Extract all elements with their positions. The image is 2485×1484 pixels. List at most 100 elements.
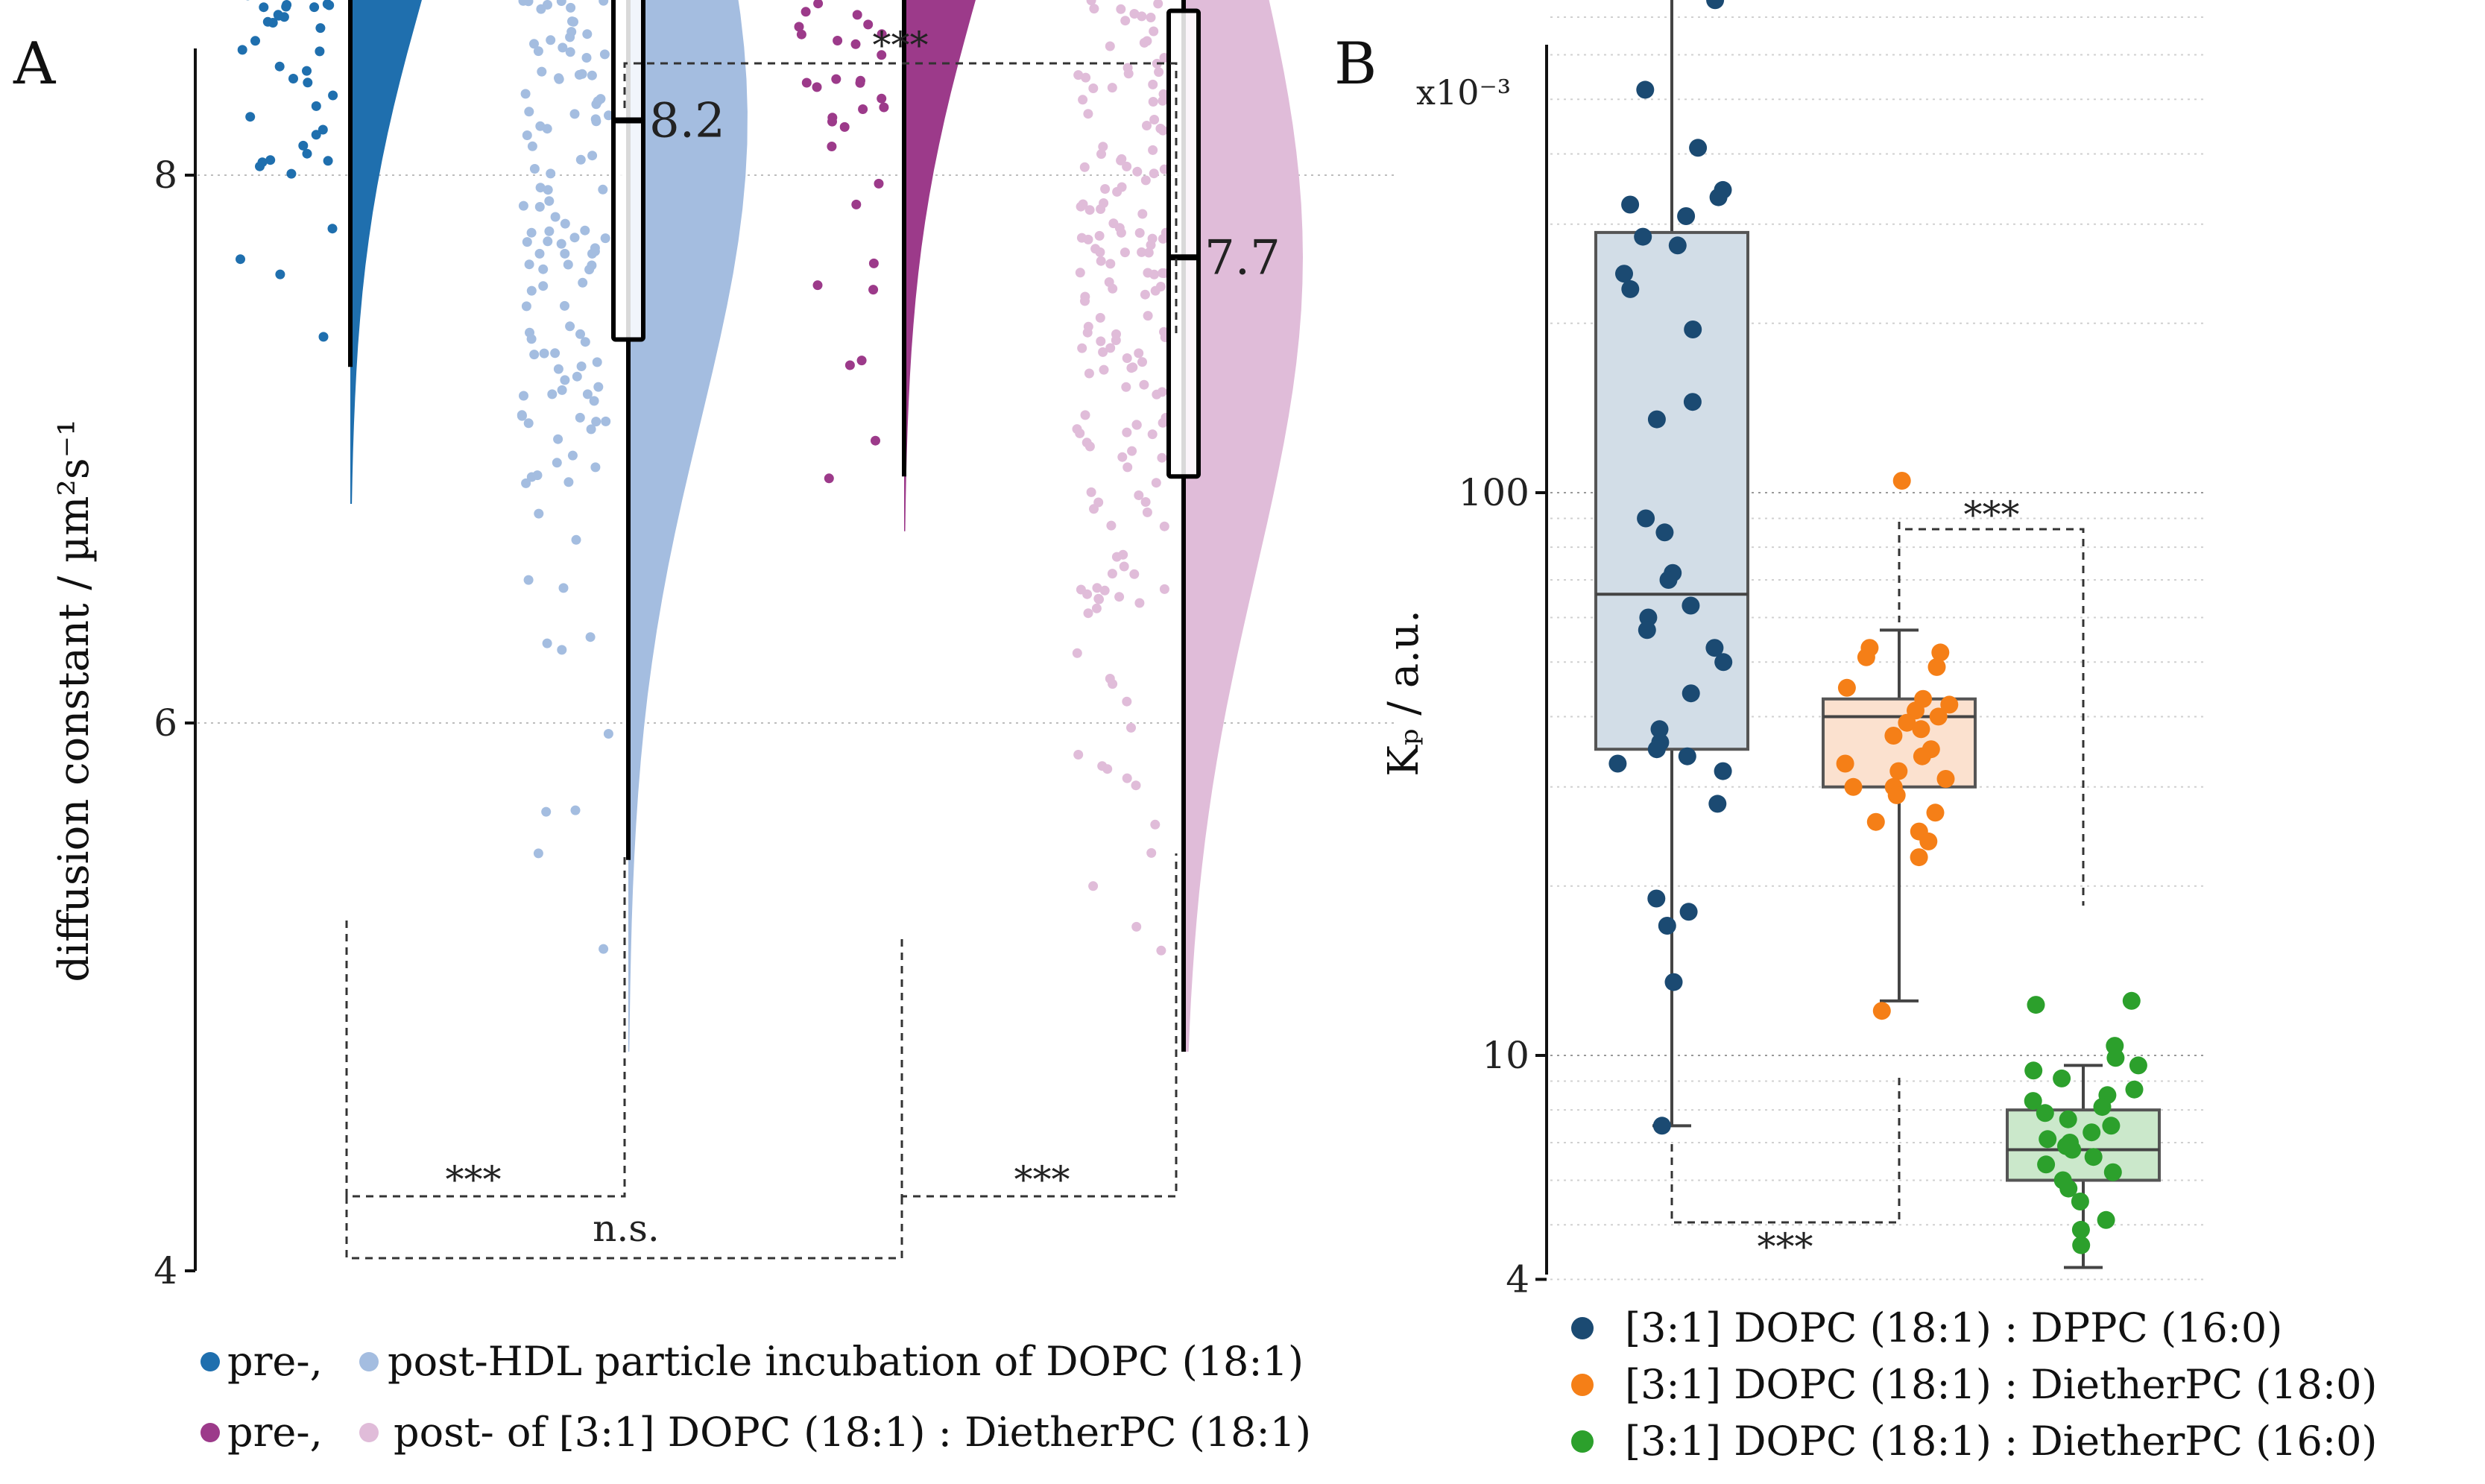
data-point — [1122, 462, 1133, 473]
data-point — [1608, 754, 1627, 773]
panel-a-gridlines — [198, 174, 1394, 724]
data-point — [237, 45, 247, 55]
data-point — [560, 248, 570, 259]
data-point — [553, 364, 563, 374]
data-point — [2063, 1140, 2082, 1159]
data-point — [1919, 832, 1938, 850]
data-point — [567, 450, 578, 461]
panel-a-series: 9.6 8.2 9.6 7.7 — [236, 0, 1303, 1052]
data-point — [1079, 162, 1090, 172]
data-point — [303, 78, 313, 88]
data-point — [1107, 83, 1117, 93]
data-point — [566, 2, 576, 13]
data-point — [599, 944, 609, 954]
data-point — [1131, 780, 1141, 791]
data-point — [541, 806, 552, 817]
data-point — [580, 337, 590, 347]
data-point — [328, 90, 338, 101]
data-point — [1159, 521, 1169, 531]
data-point — [560, 300, 569, 311]
data-point — [2084, 1148, 2103, 1166]
data-point — [1659, 571, 1678, 589]
data-point — [1105, 343, 1116, 353]
data-point — [1146, 13, 1156, 22]
data-point — [1122, 353, 1132, 363]
data-point — [536, 4, 546, 14]
data-point — [1105, 41, 1115, 51]
data-point — [298, 140, 309, 151]
data-point — [1083, 608, 1093, 619]
data-point — [1638, 621, 1656, 640]
data-point — [517, 411, 527, 421]
data-point — [1140, 497, 1151, 507]
tick-label-b: 10 — [1482, 1034, 1529, 1077]
data-point — [1078, 199, 1088, 209]
data-point — [259, 2, 269, 13]
data-point — [538, 281, 549, 291]
data-point — [526, 334, 537, 344]
series-b-2 — [1822, 472, 1977, 1020]
data-point — [1104, 277, 1114, 287]
data-point — [2097, 1210, 2115, 1229]
data-point — [1151, 478, 1161, 488]
legend-a-dot-2a — [200, 1423, 220, 1442]
violin-half — [1184, 0, 1303, 1052]
data-point — [1088, 83, 1099, 93]
data-point — [575, 154, 586, 165]
data-point — [2027, 996, 2045, 1014]
legend-b-text-2: [3:1] DOPC (18:1) : DietherPC (18:0) — [1625, 1361, 2378, 1408]
bracket-b-lower — [1670, 1077, 1901, 1224]
annotation-top-stars: *** — [873, 24, 929, 67]
data-point — [2024, 1061, 2043, 1080]
data-point — [520, 89, 531, 99]
data-point — [604, 110, 613, 121]
data-point — [871, 435, 880, 446]
data-point — [1116, 227, 1126, 238]
data-point — [856, 75, 865, 86]
data-point — [833, 36, 843, 45]
data-point — [323, 156, 333, 166]
panel-a-significance — [345, 62, 1178, 1260]
data-point — [584, 265, 595, 275]
data-point — [1137, 357, 1147, 367]
data-point — [542, 638, 552, 648]
data-point — [1143, 311, 1153, 321]
data-point — [1149, 168, 1159, 179]
data-point — [533, 848, 543, 859]
data-point — [571, 534, 581, 545]
data-point — [1111, 552, 1122, 562]
data-point — [1857, 648, 1875, 666]
data-point — [236, 254, 245, 265]
data-point — [309, 2, 320, 13]
data-point — [591, 417, 601, 427]
data-point — [524, 107, 534, 117]
data-point — [601, 416, 611, 426]
data-point — [315, 46, 325, 57]
data-point — [1134, 598, 1145, 608]
legend-a-text-1a: pre-, — [227, 1338, 323, 1385]
data-point — [572, 371, 582, 382]
data-point — [1148, 79, 1158, 89]
data-point — [522, 237, 532, 247]
data-point — [1150, 819, 1161, 830]
data-point — [523, 418, 534, 429]
panel-b-y-ticks: 4 10 100 — [1459, 471, 1547, 1301]
data-point — [874, 178, 884, 189]
data-point — [827, 142, 837, 151]
data-point — [1892, 472, 1911, 490]
data-point — [1094, 230, 1105, 241]
legend-b-text-3: [3:1] DOPC (18:1) : DietherPC (16:0) — [1625, 1418, 2378, 1465]
data-point — [1142, 121, 1152, 130]
data-point — [1650, 720, 1669, 739]
data-point — [556, 239, 566, 249]
data-point — [1099, 585, 1110, 596]
data-point — [851, 199, 862, 209]
data-point — [318, 124, 328, 135]
data-point — [1088, 881, 1099, 891]
violin-half — [350, 0, 422, 504]
data-point — [1126, 363, 1137, 373]
data-point — [529, 164, 540, 174]
data-point — [542, 124, 552, 134]
data-point — [558, 42, 568, 53]
data-point — [1096, 256, 1106, 266]
